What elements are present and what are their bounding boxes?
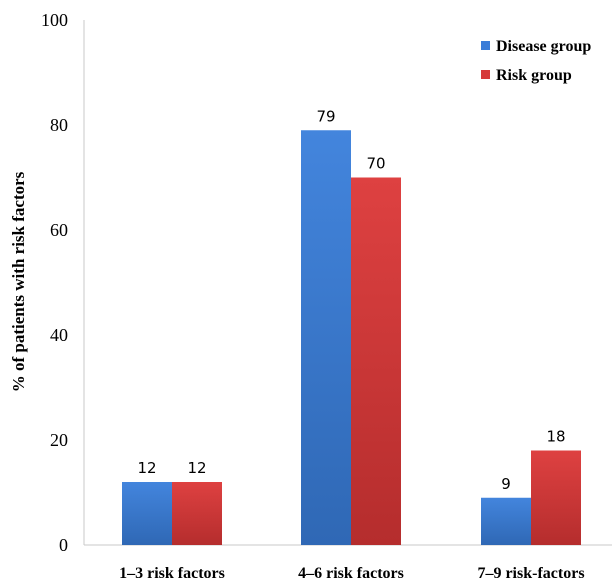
category-label: 7–9 risk-factors	[477, 565, 584, 582]
bar-risk-group-3	[531, 450, 581, 545]
legend-label-disease-group: Disease group	[496, 38, 591, 55]
bars	[122, 130, 581, 545]
legend: Disease group Risk group	[481, 38, 591, 84]
data-label: 70	[366, 155, 385, 173]
bar-risk-group-2	[351, 177, 401, 545]
legend-label-risk-group: Risk group	[496, 67, 572, 84]
data-label: 79	[316, 107, 335, 125]
category-labels: 1–3 risk factors 4–6 risk factors 7–9 risk…	[119, 565, 584, 582]
bar-disease-group-1	[122, 482, 172, 545]
data-label: 12	[137, 459, 156, 477]
data-labels: 12 79 9 12 70 18	[137, 107, 565, 493]
y-tick-label: 0	[59, 535, 68, 555]
y-tick-label: 20	[50, 430, 68, 450]
category-label: 1–3 risk factors	[119, 565, 225, 582]
legend-swatch-disease-group	[481, 41, 490, 50]
y-tick-label: 100	[41, 10, 68, 30]
category-label: 4–6 risk factors	[298, 565, 404, 582]
data-label: 18	[546, 428, 565, 446]
y-tick-labels: 0 20 40 60 80 100	[41, 10, 68, 555]
bar-risk-group-1	[172, 482, 222, 545]
data-label: 9	[501, 475, 511, 493]
y-tick-label: 40	[50, 325, 68, 345]
data-label: 12	[187, 459, 206, 477]
bar-disease-group-3	[481, 497, 531, 545]
y-tick-label: 60	[50, 220, 68, 240]
bar-disease-group-2	[301, 130, 351, 545]
y-tick-label: 80	[50, 115, 68, 135]
y-axis-title: % of patients with risk factors	[9, 171, 28, 392]
legend-swatch-risk-group	[481, 70, 490, 79]
